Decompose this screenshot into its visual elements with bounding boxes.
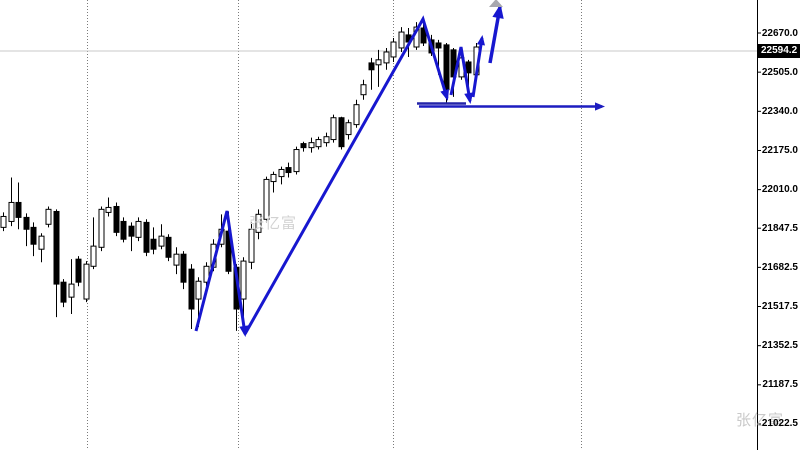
price-tick-label: 22670.0 [761, 27, 798, 39]
candle-body-up [323, 136, 330, 144]
candle-body-up [383, 51, 390, 64]
candle-body-down [300, 143, 307, 149]
candle-body-up [8, 201, 15, 222]
candle-body-up [90, 245, 97, 267]
drawn-zigzag-v-left[interactable] [194, 210, 247, 335]
candle-body-up [315, 139, 322, 148]
candle-body-up [38, 235, 45, 250]
arrowhead [440, 89, 449, 101]
current-price-badge: 22594.2 [758, 43, 800, 58]
price-tick-label: 21847.5 [761, 222, 798, 234]
candle-body-down [435, 42, 442, 49]
price-tick-label: 22505.0 [761, 66, 798, 78]
candle-body-up [83, 263, 90, 300]
candle-body-up [68, 283, 75, 298]
candle-body-up [330, 117, 337, 141]
candle-body-down [75, 258, 82, 283]
candle-body-down [165, 236, 172, 258]
candle-body-down [285, 167, 292, 174]
arrowhead [464, 92, 474, 104]
candle-body-up [390, 41, 397, 58]
candle-body-down [188, 268, 195, 310]
candle-body-down [60, 281, 67, 303]
candle-body-up [248, 228, 255, 263]
candle-body-down [180, 253, 187, 283]
price-tick-label: 22010.0 [761, 184, 798, 196]
candle-body-up [203, 265, 210, 283]
candle-body-up [375, 59, 382, 66]
candle-body-up [270, 173, 277, 183]
candle-body-up [308, 142, 315, 149]
candle-body-up [240, 260, 247, 300]
candle-body-up [135, 220, 142, 238]
candle-body-up [0, 215, 7, 228]
candle-body-up [293, 149, 300, 173]
candle-body-down [15, 201, 22, 218]
candle-body-up [278, 168, 285, 178]
candle-body-up [345, 122, 352, 136]
candle-body-up [263, 178, 270, 220]
ghost-arrowhead-icon [489, 0, 503, 7]
candle-body-down [150, 238, 157, 250]
price-tick-label: 21682.5 [761, 261, 798, 273]
arrowhead [476, 35, 485, 46]
candle-body-down [30, 226, 37, 245]
candle-body-up [360, 84, 367, 96]
price-tick-label: 21022.5 [761, 418, 798, 430]
drawn-rally-trendline[interactable] [243, 15, 449, 335]
candle-body-up [98, 208, 105, 248]
current-price-value: 22594.2 [761, 44, 798, 56]
candle-body-down [120, 220, 127, 240]
candle-body-down [443, 44, 450, 91]
price-tick-label: 21352.5 [761, 340, 798, 352]
arrowhead [492, 4, 504, 19]
candle-body-up [158, 235, 165, 247]
candle-body-down [128, 225, 135, 237]
candle-body-up [195, 280, 202, 300]
price-tick-label: 21517.5 [761, 301, 798, 313]
candle-body-down [368, 62, 375, 71]
candle-body-down [420, 27, 427, 44]
drawn-w-bottom-arrow[interactable] [449, 46, 472, 102]
price-tick-label: 22340.0 [761, 105, 798, 117]
candle-body-down [338, 117, 345, 148]
candle-body-up [105, 206, 112, 213]
drawn-bounce-up-arrow[interactable] [471, 37, 484, 98]
candle-body-up [173, 253, 180, 266]
candle-body-down [113, 205, 120, 233]
candle-body-down [23, 216, 30, 230]
candle-body-down [465, 61, 472, 74]
candle-body-down [143, 221, 150, 253]
candle-body-up [255, 213, 262, 233]
candle-body-up [398, 31, 405, 49]
price-tick-label: 21187.5 [762, 379, 798, 391]
arrowhead [595, 102, 605, 111]
price-tick-label: 22175.0 [761, 144, 798, 156]
candle-body-up [45, 208, 52, 225]
candle-body-up [353, 104, 360, 126]
candle-body-down [53, 210, 60, 285]
